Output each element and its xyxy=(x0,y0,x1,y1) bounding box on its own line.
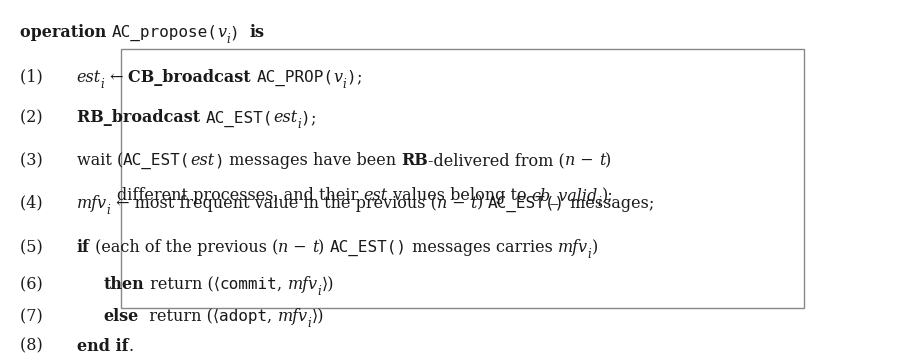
Text: mfv: mfv xyxy=(277,308,308,325)
Text: i: i xyxy=(587,248,591,261)
Text: AC_EST(: AC_EST( xyxy=(123,153,190,169)
Text: v: v xyxy=(217,24,226,41)
Text: );: ); xyxy=(601,187,612,204)
Text: est: est xyxy=(364,187,388,204)
Text: −: − xyxy=(575,152,598,169)
Text: i: i xyxy=(101,78,105,91)
Text: (5): (5) xyxy=(20,239,58,256)
Text: n: n xyxy=(565,152,575,169)
Text: if: if xyxy=(77,239,89,256)
Text: messages have been: messages have been xyxy=(224,152,400,169)
Text: values belong to: values belong to xyxy=(388,187,531,204)
Text: ⟩): ⟩) xyxy=(321,276,334,293)
Text: ⟩): ⟩) xyxy=(311,308,324,325)
Text: AC_EST(: AC_EST( xyxy=(206,110,272,127)
Text: i: i xyxy=(597,196,601,209)
Text: RB_broadcast: RB_broadcast xyxy=(77,109,206,126)
Text: i: i xyxy=(226,33,230,46)
Text: return (⟨: return (⟨ xyxy=(139,308,219,325)
Text: (1): (1) xyxy=(20,69,58,86)
Text: ;: ; xyxy=(310,109,316,126)
Text: t: t xyxy=(598,152,604,169)
Text: v: v xyxy=(333,69,342,86)
Text: ,: , xyxy=(267,308,277,325)
Text: ): ) xyxy=(300,110,310,125)
Text: ): ) xyxy=(476,195,487,212)
Text: commit: commit xyxy=(219,277,277,292)
Text: ): ) xyxy=(215,153,224,168)
Text: (8): (8) xyxy=(20,338,58,355)
Text: −: − xyxy=(288,239,311,256)
Text: ): ) xyxy=(591,239,597,256)
Text: ← most frequent value in the previous (: ← most frequent value in the previous ( xyxy=(110,195,436,212)
Text: adopt: adopt xyxy=(219,309,267,324)
Text: i: i xyxy=(297,119,300,131)
Text: est: est xyxy=(272,109,297,126)
Text: messages;: messages; xyxy=(565,195,654,212)
Text: ): ) xyxy=(604,152,611,169)
Text: RB: RB xyxy=(400,152,428,169)
Text: return (⟨: return (⟨ xyxy=(144,276,219,293)
Text: else: else xyxy=(104,308,139,325)
Text: (6): (6) xyxy=(20,276,58,293)
Text: end if: end if xyxy=(77,338,128,355)
Text: AC_EST(): AC_EST() xyxy=(329,240,406,256)
Text: est: est xyxy=(77,69,101,86)
Text: wait (: wait ( xyxy=(77,152,123,169)
Text: mfv: mfv xyxy=(287,276,318,293)
Text: AC_propose(: AC_propose( xyxy=(112,25,217,42)
Text: AC_EST(): AC_EST() xyxy=(487,196,565,212)
Text: ,: , xyxy=(277,276,287,293)
Text: (2): (2) xyxy=(20,109,58,126)
Text: then: then xyxy=(104,276,144,293)
Text: mfv: mfv xyxy=(77,195,106,212)
Text: t: t xyxy=(470,195,476,212)
Text: i: i xyxy=(106,204,110,217)
Text: CB_broadcast: CB_broadcast xyxy=(128,69,256,86)
Text: is: is xyxy=(250,24,264,41)
Text: (4): (4) xyxy=(20,195,58,212)
Text: ;: ; xyxy=(355,69,361,86)
Text: messages carries: messages carries xyxy=(406,239,557,256)
Text: ): ) xyxy=(318,239,329,256)
Text: i: i xyxy=(342,78,345,91)
FancyBboxPatch shape xyxy=(121,49,804,308)
Text: t: t xyxy=(311,239,318,256)
Text: i: i xyxy=(318,285,321,298)
Text: i: i xyxy=(308,317,311,330)
Text: different processes, and their: different processes, and their xyxy=(117,187,364,204)
Text: (each of the previous (: (each of the previous ( xyxy=(89,239,278,256)
Text: ): ) xyxy=(345,70,355,84)
Text: .: . xyxy=(128,338,133,355)
Text: mfv: mfv xyxy=(557,239,587,256)
Text: operation: operation xyxy=(20,24,112,41)
Text: (7): (7) xyxy=(20,308,58,325)
Text: −: − xyxy=(446,195,470,212)
Text: AC_PROP(: AC_PROP( xyxy=(256,70,333,86)
Text: ←: ← xyxy=(105,69,128,86)
Text: est: est xyxy=(190,152,215,169)
Text: (3): (3) xyxy=(20,152,58,169)
Text: -delivered from (: -delivered from ( xyxy=(428,152,565,169)
Text: n: n xyxy=(436,195,446,212)
Text: ): ) xyxy=(230,25,250,40)
Text: cb_valid: cb_valid xyxy=(531,187,597,204)
Text: n: n xyxy=(278,239,288,256)
